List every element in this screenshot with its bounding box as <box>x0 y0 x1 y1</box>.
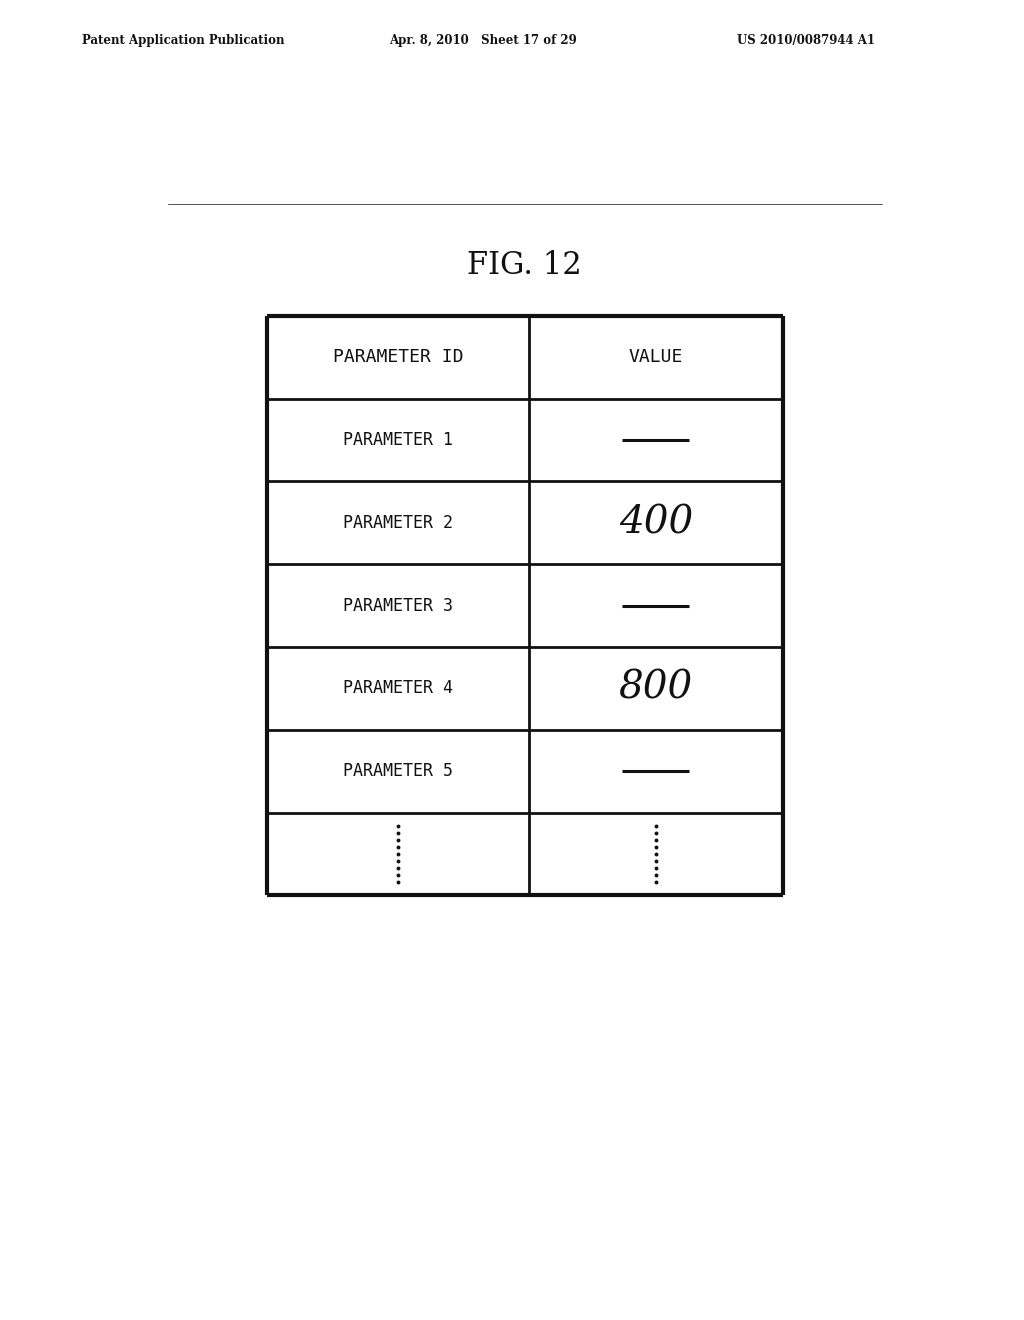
Text: PARAMETER 2: PARAMETER 2 <box>343 513 453 532</box>
Text: US 2010/0087944 A1: US 2010/0087944 A1 <box>737 34 876 48</box>
Text: Patent Application Publication: Patent Application Publication <box>82 34 285 48</box>
Text: PARAMETER 5: PARAMETER 5 <box>343 762 453 780</box>
Text: FIG. 12: FIG. 12 <box>467 249 583 281</box>
Text: PARAMETER ID: PARAMETER ID <box>333 348 463 367</box>
Text: VALUE: VALUE <box>629 348 683 367</box>
Text: PARAMETER 1: PARAMETER 1 <box>343 432 453 449</box>
Text: 800: 800 <box>618 669 693 708</box>
Text: PARAMETER 3: PARAMETER 3 <box>343 597 453 615</box>
Text: 400: 400 <box>618 504 693 541</box>
Text: PARAMETER 4: PARAMETER 4 <box>343 680 453 697</box>
Text: Apr. 8, 2010   Sheet 17 of 29: Apr. 8, 2010 Sheet 17 of 29 <box>389 34 577 48</box>
